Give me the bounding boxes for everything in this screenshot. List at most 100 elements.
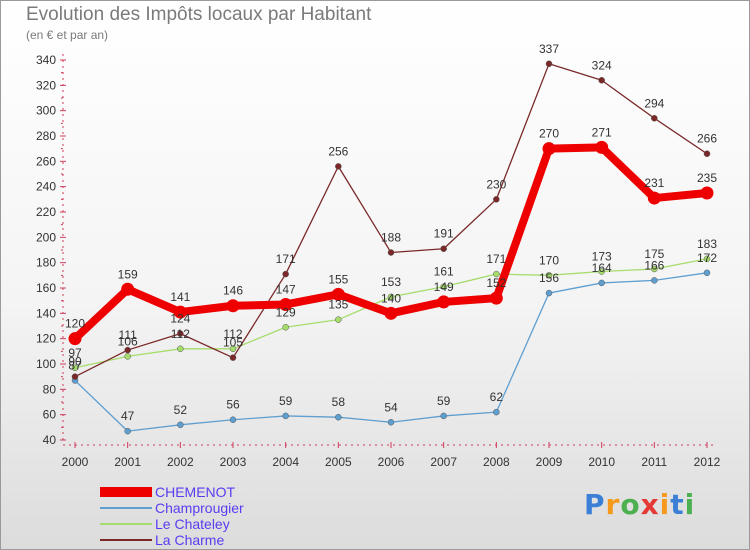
data-label-le-chateley: 170 <box>539 253 559 267</box>
x-tick-label: 2005 <box>325 455 352 469</box>
data-label-le-chateley: 173 <box>592 250 612 264</box>
y-tick-label: 80 <box>43 382 57 396</box>
data-point-la-charme <box>124 346 131 354</box>
data-label-chemenot: 146 <box>223 284 243 298</box>
data-label-la-charme: 171 <box>276 252 296 266</box>
data-point-la-charme <box>651 115 658 122</box>
data-label-chemenot: 152 <box>486 276 506 290</box>
data-label-le-chateley: 112 <box>223 327 242 341</box>
data-point-le-chateley <box>335 316 342 323</box>
data-label-champrougier: 156 <box>539 271 559 285</box>
proxiti-logo: Proxiti <box>584 488 695 521</box>
logo-letter: o <box>620 488 641 521</box>
data-point-champrougier <box>177 421 184 429</box>
data-label-chemenot: 231 <box>644 176 664 190</box>
legend-item-champrougier[interactable]: Champrougier <box>100 500 320 516</box>
data-label-la-charme: 230 <box>486 177 506 191</box>
data-label-champrougier: 62 <box>490 390 504 404</box>
legend-swatch-le-chateley <box>100 523 152 525</box>
x-tick-label: 2009 <box>536 455 563 469</box>
data-point-champrougier <box>598 279 605 287</box>
x-tick-label: 2000 <box>62 455 89 469</box>
y-tick-label: 280 <box>36 129 56 143</box>
data-label-la-charme: 337 <box>539 42 559 56</box>
x-tick-label: 2006 <box>378 455 405 469</box>
data-point-champrougier <box>387 419 395 426</box>
data-label-champrougier: 58 <box>332 395 346 409</box>
x-tick-label: 2008 <box>483 455 510 469</box>
data-point-chemenot <box>226 299 240 313</box>
x-tick-label: 2007 <box>430 455 457 469</box>
legend: CHEMENOT Champrougier Le Chateley La Cha… <box>100 484 320 548</box>
legend-label-champrougier: Champrougier <box>155 500 244 516</box>
legend-label-le-chateley: Le Chateley <box>155 516 230 532</box>
data-label-chemenot: 271 <box>592 125 612 139</box>
data-label-chemenot: 149 <box>434 280 454 294</box>
data-point-chemenot <box>489 291 503 305</box>
data-label-le-chateley: 175 <box>644 247 664 261</box>
data-label-le-chateley: 135 <box>328 298 348 312</box>
data-point-champrougier <box>229 416 237 423</box>
y-tick-label: 200 <box>36 230 56 244</box>
data-point-champrougier <box>335 413 342 421</box>
legend-swatch-la-charme <box>100 539 152 541</box>
data-label-le-chateley: 97 <box>68 346 82 360</box>
logo-letter: x <box>640 488 660 521</box>
data-point-la-charme <box>703 150 711 157</box>
data-point-la-charme <box>598 77 605 84</box>
y-tick-label: 340 <box>36 53 56 67</box>
data-label-la-charme: 266 <box>697 132 717 146</box>
x-tick-label: 2011 <box>641 455 667 469</box>
data-point-le-chateley <box>229 345 237 353</box>
data-label-chemenot: 141 <box>170 290 190 304</box>
logo-letter: i <box>659 488 671 521</box>
data-label-la-charme: 294 <box>644 96 664 110</box>
logo-letter: i <box>684 488 696 521</box>
data-label-chemenot: 155 <box>328 272 348 286</box>
legend-label-la-charme: La Charme <box>155 532 225 548</box>
legend-item-le-chateley[interactable]: Le Chateley <box>100 516 320 532</box>
data-point-champrougier <box>545 289 553 297</box>
data-label-champrougier: 172 <box>697 251 717 265</box>
y-tick-label: 140 <box>36 306 56 320</box>
data-label-champrougier: 166 <box>644 258 664 272</box>
data-label-chemenot: 140 <box>381 291 401 305</box>
y-tick-label: 160 <box>36 281 56 295</box>
data-point-champrougier <box>440 412 447 420</box>
legend-item-chemenot[interactable]: CHEMENOT <box>100 484 320 500</box>
data-point-la-charme <box>282 270 289 278</box>
legend-item-la-charme[interactable]: La Charme <box>100 532 320 548</box>
legend-swatch-champrougier <box>100 507 152 509</box>
data-label-le-chateley: 129 <box>276 305 296 319</box>
data-label-la-charme: 256 <box>328 144 348 158</box>
data-point-chemenot <box>384 306 398 320</box>
data-point-le-chateley <box>387 293 395 301</box>
data-point-la-charme <box>335 163 342 170</box>
data-label-chemenot: 159 <box>118 267 138 281</box>
data-point-le-chateley <box>651 265 658 273</box>
data-label-le-chateley: 106 <box>118 334 138 348</box>
y-tick-label: 300 <box>36 104 56 118</box>
data-point-la-charme <box>440 245 447 252</box>
chart-subtitle: (en € et par an) <box>26 28 109 42</box>
y-tick-label: 220 <box>36 205 56 219</box>
data-point-champrougier <box>493 408 500 416</box>
x-tick-label: 2002 <box>167 455 194 469</box>
data-label-le-chateley: 183 <box>697 237 717 251</box>
data-point-la-charme <box>545 60 553 68</box>
logo-letter: P <box>584 488 606 521</box>
data-label-champrougier: 164 <box>592 261 612 275</box>
data-label-la-charme: 324 <box>592 58 612 72</box>
data-point-chemenot <box>331 287 345 301</box>
data-point-chemenot <box>700 186 714 200</box>
data-point-le-chateley <box>124 353 131 360</box>
data-point-chemenot <box>173 305 187 319</box>
data-point-chemenot <box>595 140 609 154</box>
y-tick-label: 180 <box>36 256 56 270</box>
x-tick-label: 2004 <box>272 455 299 469</box>
data-label-champrougier: 59 <box>279 394 293 408</box>
data-point-le-chateley <box>440 283 447 290</box>
y-tick-label: 120 <box>36 332 56 346</box>
data-label-chemenot: 235 <box>697 171 717 185</box>
